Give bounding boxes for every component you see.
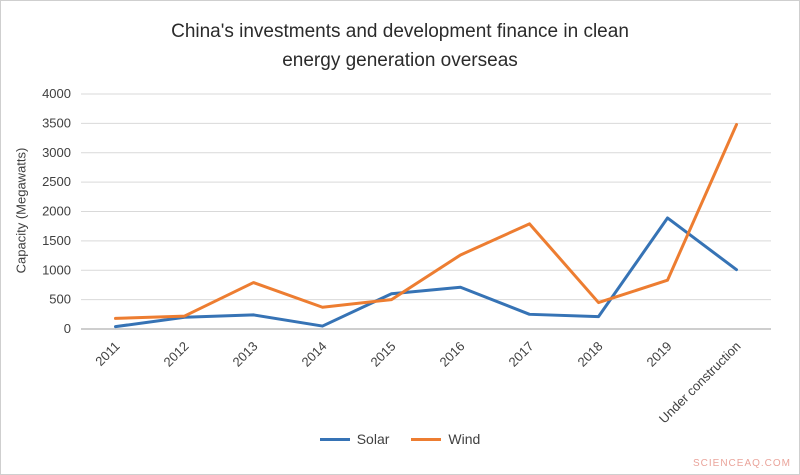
y-tick-label: 1000 (42, 262, 71, 277)
chart-title-line-2: energy generation overseas (282, 50, 518, 72)
legend: Solar Wind (1, 431, 799, 447)
x-tick-label: 2012 (161, 339, 192, 370)
x-tick-label: 2015 (368, 339, 399, 370)
legend-item-wind: Wind (411, 431, 480, 447)
series-line-solar (114, 216, 738, 329)
chart-title: China's investments and development fina… (1, 17, 799, 76)
x-tick-label: 2019 (644, 339, 675, 370)
y-tick-label: 1500 (42, 233, 71, 248)
y-tick-label: 500 (49, 292, 71, 307)
x-tick-label: 2014 (299, 339, 330, 370)
legend-label-solar: Solar (356, 431, 390, 447)
y-tick-label: 3500 (42, 115, 71, 130)
y-tick-label: 3000 (42, 145, 71, 160)
x-tick-label: 2016 (437, 339, 468, 370)
y-tick-label: 0 (64, 321, 71, 336)
y-axis-title: Capacity (Megawatts) (13, 147, 29, 274)
x-tick-label: 2013 (230, 339, 261, 370)
x-tick-label: 2011 (92, 339, 122, 369)
y-tick-label: 2000 (42, 204, 71, 219)
x-tick-label: 2018 (575, 339, 606, 370)
y-tick-label: 2500 (42, 174, 71, 189)
y-tick-label: 4000 (42, 86, 71, 101)
watermark-text: SCIENCEAQ.COM (692, 458, 791, 469)
solar-line-swatch (319, 437, 350, 441)
wind-line-swatch (411, 437, 442, 441)
series-line-wind (114, 123, 738, 320)
legend-item-solar: Solar (319, 431, 390, 447)
legend-label-wind: Wind (448, 431, 481, 447)
chart-title-line-1: China's investments and development fina… (171, 21, 629, 42)
x-tick-label: 2017 (506, 339, 537, 370)
